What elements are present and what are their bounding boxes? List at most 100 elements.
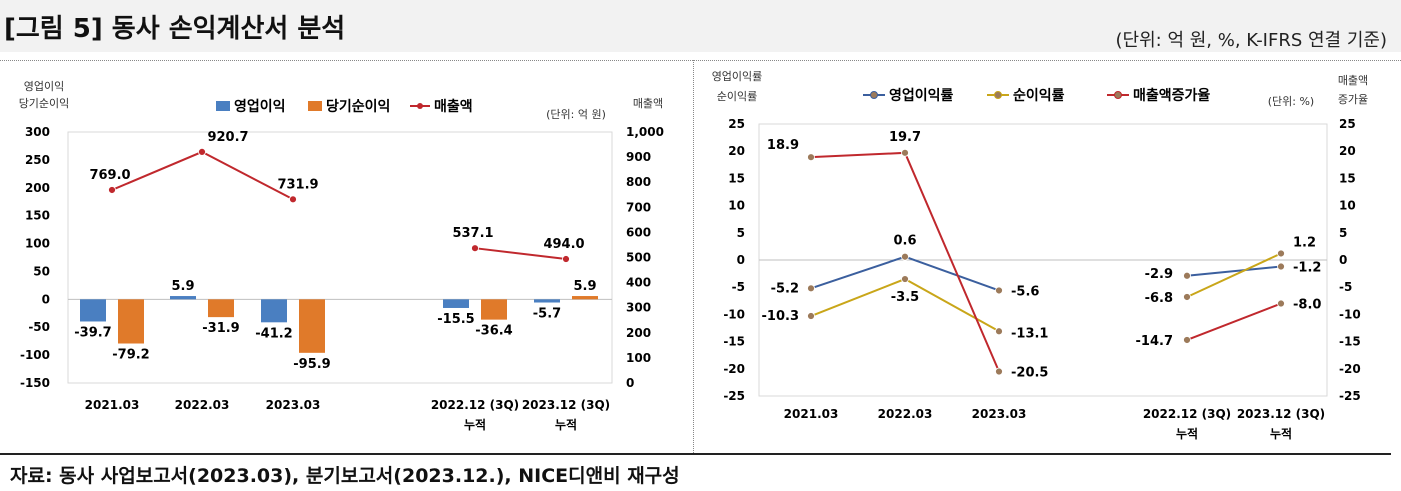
bar-data-label: -36.4: [475, 324, 512, 339]
bar-영업이익: [534, 299, 560, 303]
left-tick-label: 0: [737, 253, 745, 267]
right-tick-label: 600: [626, 225, 651, 239]
left-tick-label: -10: [723, 307, 745, 321]
bar-data-label: -5.7: [533, 307, 561, 322]
right-tick-label: 20: [1339, 144, 1356, 158]
category-label: 2022.12 (3Q): [431, 398, 519, 412]
bar-data-label: -95.9: [293, 357, 330, 372]
series-data-label: -8.0: [1293, 298, 1321, 313]
left-tick-label: -15: [723, 335, 745, 349]
left-axis-title-2: 순이익률: [717, 90, 757, 103]
sales-data-label: 537.1: [452, 226, 493, 241]
category-label: 누적: [555, 417, 577, 432]
right-tick-label: 700: [626, 200, 651, 214]
series-data-label: -3.5: [891, 290, 919, 305]
series-line-순이익률: [1186, 252, 1282, 298]
right-axis-title-1: 매출액: [1338, 74, 1368, 87]
series-line-영업이익률: [1186, 265, 1282, 277]
series-data-label: -14.7: [1136, 334, 1173, 349]
series-point: [995, 286, 1003, 295]
sales-data-label: 731.9: [277, 177, 318, 192]
category-label: 2023.03: [972, 407, 1027, 421]
series-data-label: -1.2: [1293, 261, 1321, 276]
left-tick-label: -50: [28, 320, 50, 334]
left-tick-label: -5: [732, 280, 745, 294]
unit-note: (단위: 억 원, %, K-IFRS 연결 기준): [1115, 30, 1387, 51]
left-tick-label: 300: [25, 125, 50, 139]
category-label: 2021.03: [85, 398, 140, 412]
right-tick-label: 200: [626, 326, 651, 340]
left-axis-title-1: 영업이익률: [712, 70, 763, 83]
right-tick-label: -20: [1339, 362, 1361, 376]
series-point: [1183, 336, 1191, 344]
bar-당기순이익: [208, 299, 234, 318]
legend-marker: [870, 91, 878, 99]
series-data-label: -10.3: [762, 309, 799, 324]
series-point: [901, 252, 909, 261]
series-line-매출액증가율: [1186, 302, 1282, 341]
bar-data-label: -41.2: [255, 326, 292, 341]
figure-title: [그림 5] 동사 손익계산서 분석: [4, 14, 346, 44]
right-tick-label: 25: [1339, 117, 1356, 131]
bar-data-label: -31.9: [202, 321, 239, 336]
category-label: 누적: [1270, 426, 1292, 441]
bar-당기순이익: [118, 299, 144, 344]
series-point: [1183, 271, 1191, 280]
right-tick-label: 100: [626, 351, 651, 365]
legend-marker: [994, 91, 1002, 99]
category-label: 2021.03: [784, 407, 839, 421]
series-point: [901, 148, 909, 157]
legend-label: 매출액: [434, 98, 473, 115]
left-tick-label: 0: [42, 292, 50, 306]
left-tick-label: 5: [737, 226, 745, 240]
right-tick-label: 0: [1339, 253, 1347, 267]
left-tick-label: 200: [25, 181, 50, 195]
series-line-영업이익률: [810, 255, 1000, 292]
series-data-label: 0.6: [893, 234, 916, 249]
series-point: [807, 284, 815, 293]
right-tick-label: 300: [626, 301, 651, 315]
source-note: 자료: 동사 사업보고서(2023.03), 분기보고서(2023.12.), …: [10, 465, 680, 487]
chart-area: [0, 60, 1401, 454]
bar-영업이익: [170, 296, 196, 300]
left-tick-label: -100: [20, 348, 50, 362]
right-tick-label: 0: [626, 376, 634, 390]
chart-divider: [693, 60, 694, 453]
left-axis-title-2: 당기순이익: [19, 97, 70, 110]
series-data-label: 19.7: [889, 130, 921, 145]
series-point: [901, 275, 909, 283]
sales-point: [289, 195, 297, 204]
legend-marker: [417, 103, 423, 109]
sales-data-label: 494.0: [543, 237, 584, 252]
right-tick-label: 15: [1339, 171, 1356, 185]
category-label: 2022.12 (3Q): [1143, 407, 1231, 421]
series-data-label: -13.1: [1011, 326, 1048, 341]
left-tick-label: 100: [25, 237, 50, 251]
legend-label: 당기순이익: [326, 98, 390, 115]
bar-영업이익: [80, 299, 106, 322]
legend-swatch: [216, 101, 230, 111]
series-line-매출액증가율: [810, 151, 1000, 372]
series-data-label: 18.9: [767, 138, 799, 153]
left-tick-label: 250: [25, 153, 50, 167]
left-tick-label: -150: [20, 376, 50, 390]
figure-header: [그림 5] 동사 손익계산서 분석 (단위: 억 원, %, K-IFRS 연…: [0, 0, 1401, 52]
left-tick-label: 25: [728, 117, 745, 131]
bar-영업이익: [443, 299, 469, 308]
bar-data-label: 5.9: [171, 279, 194, 294]
left-tick-label: 15: [728, 171, 745, 185]
sales-point: [198, 148, 206, 156]
bar-data-label: -15.5: [437, 312, 474, 327]
sales-line: [111, 150, 294, 201]
sales-data-label: 920.7: [207, 130, 248, 145]
right-tick-label: -5: [1339, 280, 1352, 294]
bar-data-label: -79.2: [112, 348, 149, 363]
series-data-label: -6.8: [1145, 291, 1173, 306]
bar-영업이익: [261, 299, 287, 323]
right-tick-label: -25: [1339, 389, 1361, 403]
right-axis-title: 매출액: [633, 97, 663, 110]
bar-당기순이익: [299, 299, 325, 353]
right-tick-label: 1,000: [626, 125, 664, 139]
